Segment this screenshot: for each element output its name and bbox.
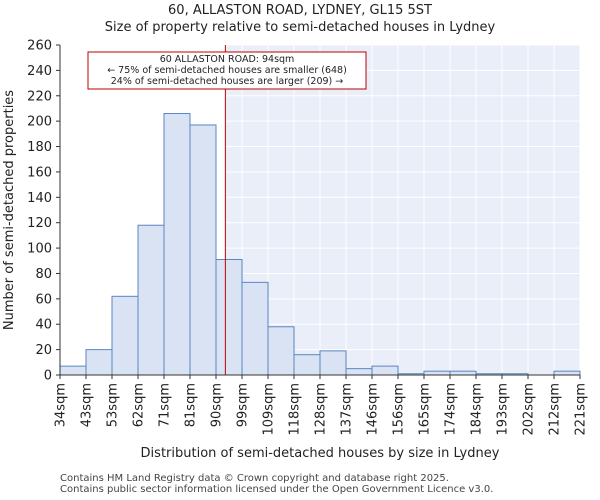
highlight-region: [225, 45, 581, 375]
x-tick-label: 71sqm: [158, 383, 173, 427]
x-tick-label: 137sqm: [340, 383, 355, 436]
y-tick-label: 220: [27, 89, 52, 104]
x-tick-label: 221sqm: [574, 383, 589, 436]
bar-62sqm: [137, 224, 165, 376]
chart-title: 60, ALLASTON ROAD, LYDNEY, GL15 5ST: [168, 3, 432, 18]
x-tick-label: 128sqm: [314, 383, 329, 436]
x-tick-label: 202sqm: [522, 383, 537, 436]
y-tick-label: 200: [27, 115, 52, 130]
bar-81sqm: [189, 124, 217, 376]
x-tick-label: 99sqm: [236, 383, 251, 427]
bar-90sqm: [215, 259, 243, 376]
y-tick-label: 140: [27, 191, 52, 206]
x-tick-label: 212sqm: [548, 383, 563, 436]
y-ticks: 0 20 40 60 80 100 120 140 160 180 200 220 240 260: [27, 39, 60, 384]
bar-165sqm: [423, 370, 451, 376]
x-tick-label: 156sqm: [392, 383, 407, 436]
x-tick-label: 174sqm: [444, 383, 459, 436]
bar-34sqm: [59, 365, 87, 376]
bar-174sqm: [449, 370, 477, 376]
bar-53sqm: [111, 295, 139, 376]
x-tick-label: 118sqm: [288, 383, 303, 436]
x-ticks: 34sqm 43sqm 53sqm 62sqm 71sqm 81sqm 90sqm 99sqm…: [54, 375, 589, 436]
x-tick-label: 146sqm: [366, 383, 381, 436]
annotation-line-2: ← 75% of semi-detached houses are smalle…: [107, 65, 347, 76]
y-tick-label: 240: [27, 64, 52, 79]
y-tick-label: 100: [27, 242, 52, 257]
bar-137sqm: [345, 368, 373, 376]
chart-subtitle: Size of property relative to semi-detach…: [104, 20, 496, 35]
y-tick-label: 40: [35, 318, 52, 333]
x-tick-label: 34sqm: [54, 383, 69, 427]
footer-line-2: Contains public sector information licen…: [60, 484, 494, 495]
y-tick-label: 0: [44, 369, 52, 384]
footer-line-1: Contains HM Land Registry data © Crown c…: [60, 473, 449, 484]
bar-128sqm: [319, 350, 347, 376]
annotation-box: [87, 51, 367, 90]
y-tick-label: 180: [27, 140, 52, 155]
y-tick-label: 260: [27, 39, 52, 54]
bar-71sqm: [163, 113, 191, 376]
bar-109sqm: [267, 326, 295, 376]
y-tick-label: 60: [35, 292, 52, 307]
y-tick-label: 20: [35, 343, 52, 358]
bar-43sqm: [85, 349, 113, 376]
x-tick-label: 53sqm: [106, 383, 121, 427]
bar-99sqm: [241, 281, 269, 376]
x-tick-label: 109sqm: [262, 383, 277, 436]
x-tick-label: 62sqm: [132, 383, 147, 427]
annotation-line-1: 60 ALLASTON ROAD: 94sqm: [160, 54, 295, 65]
y-tick-label: 160: [27, 165, 52, 180]
x-tick-label: 165sqm: [418, 383, 433, 436]
bar-212sqm: [553, 370, 581, 376]
x-axis-label: Distribution of semi-detached houses by …: [141, 446, 500, 461]
y-axis-label: Number of semi-detached properties: [2, 90, 17, 330]
bar-146sqm: [371, 365, 399, 376]
x-tick-label: 81sqm: [184, 383, 199, 427]
y-tick-label: 80: [35, 267, 52, 282]
bar-118sqm: [293, 354, 321, 376]
x-tick-label: 184sqm: [470, 383, 485, 436]
x-tick-label: 193sqm: [496, 383, 511, 436]
x-tick-label: 43sqm: [80, 383, 95, 427]
annotation-line-3: 24% of semi-detached houses are larger (…: [111, 76, 344, 87]
x-tick-label: 90sqm: [210, 383, 225, 427]
y-tick-label: 120: [27, 216, 52, 231]
